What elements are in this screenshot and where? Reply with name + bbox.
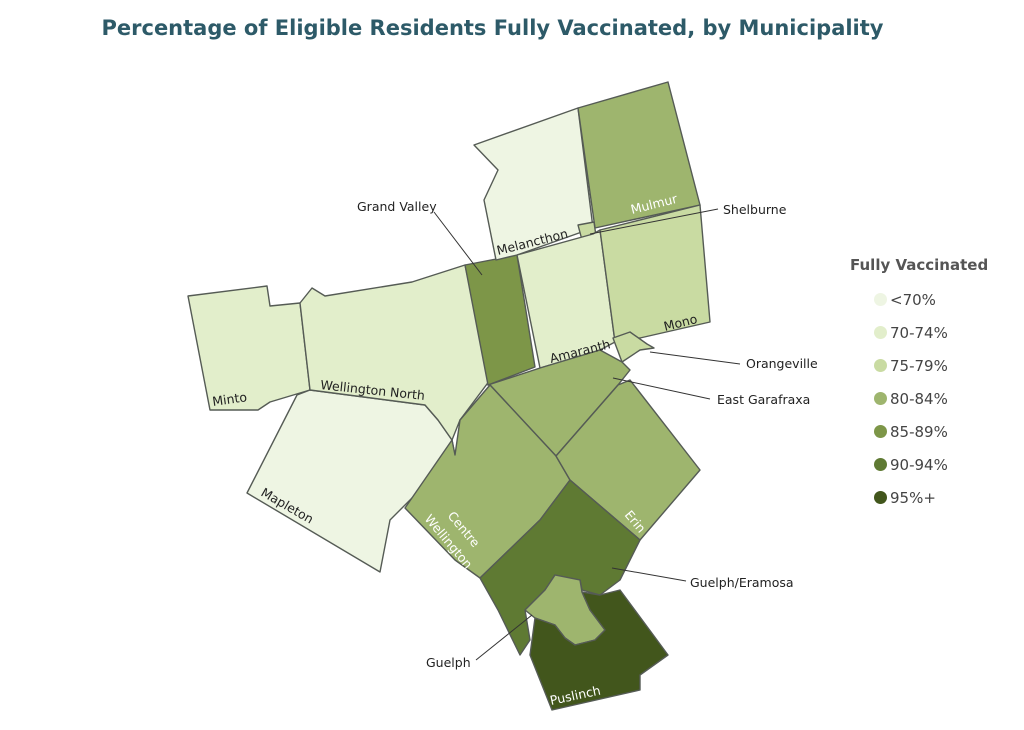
callout-guelph: Guelph bbox=[426, 655, 471, 670]
region-minto bbox=[187, 285, 311, 411]
legend-label: 70-74% bbox=[890, 323, 948, 342]
callout-east-garafraxa: East Garafraxa bbox=[717, 392, 810, 407]
callout-shelburne: Shelburne bbox=[723, 202, 787, 217]
callout-line-guelph bbox=[475, 614, 533, 661]
legend-label: 85-89% bbox=[890, 422, 948, 441]
legend-item: 70-74% bbox=[874, 316, 988, 349]
legend-swatch bbox=[874, 392, 887, 405]
legend-label: 90-94% bbox=[890, 455, 948, 474]
map-title: Percentage of Eligible Residents Fully V… bbox=[101, 16, 884, 40]
callout-orangeville: Orangeville bbox=[746, 356, 818, 371]
legend-title: Fully Vaccinated bbox=[850, 256, 989, 274]
legend-swatch bbox=[874, 425, 887, 438]
legend-label: 80-84% bbox=[890, 389, 948, 408]
legend-item: 90-94% bbox=[874, 448, 988, 481]
legend-items: <70% 70-74% 75-79% 80-84% 85-89% 90-94% 95%+ bbox=[850, 283, 988, 514]
legend-item: <70% bbox=[874, 283, 988, 316]
label-minto: Minto bbox=[211, 389, 247, 409]
callout-guelph-eramosa: Guelph/Eramosa bbox=[690, 575, 794, 590]
callout-line-orangeville bbox=[649, 351, 741, 365]
callout-grand-valley: Grand Valley bbox=[357, 199, 437, 214]
legend-swatch bbox=[874, 326, 887, 339]
callout-line-guelph-eramosa bbox=[611, 567, 687, 582]
legend-item: 85-89% bbox=[874, 415, 988, 448]
region-wellington-north bbox=[299, 264, 491, 441]
legend-item: 80-84% bbox=[874, 382, 988, 415]
legend-swatch bbox=[874, 359, 887, 372]
legend-item: 75-79% bbox=[874, 349, 988, 382]
region-mono bbox=[599, 204, 711, 343]
legend-swatch bbox=[874, 458, 887, 471]
legend-swatch bbox=[874, 491, 887, 504]
legend-label: 75-79% bbox=[890, 356, 948, 375]
region-puslinch bbox=[529, 589, 669, 711]
callout-line-shelburne bbox=[589, 208, 719, 235]
callout-line-east-garafraxa bbox=[612, 377, 711, 400]
legend-label: 95%+ bbox=[890, 488, 936, 507]
legend-label: <70% bbox=[890, 290, 936, 309]
legend-swatch bbox=[874, 293, 887, 306]
legend: Fully Vaccinated <70% 70-74% 75-79% 80-84% 8… bbox=[850, 256, 988, 514]
legend-item: 95%+ bbox=[874, 481, 988, 514]
callout-line-grand-valley bbox=[433, 211, 483, 276]
